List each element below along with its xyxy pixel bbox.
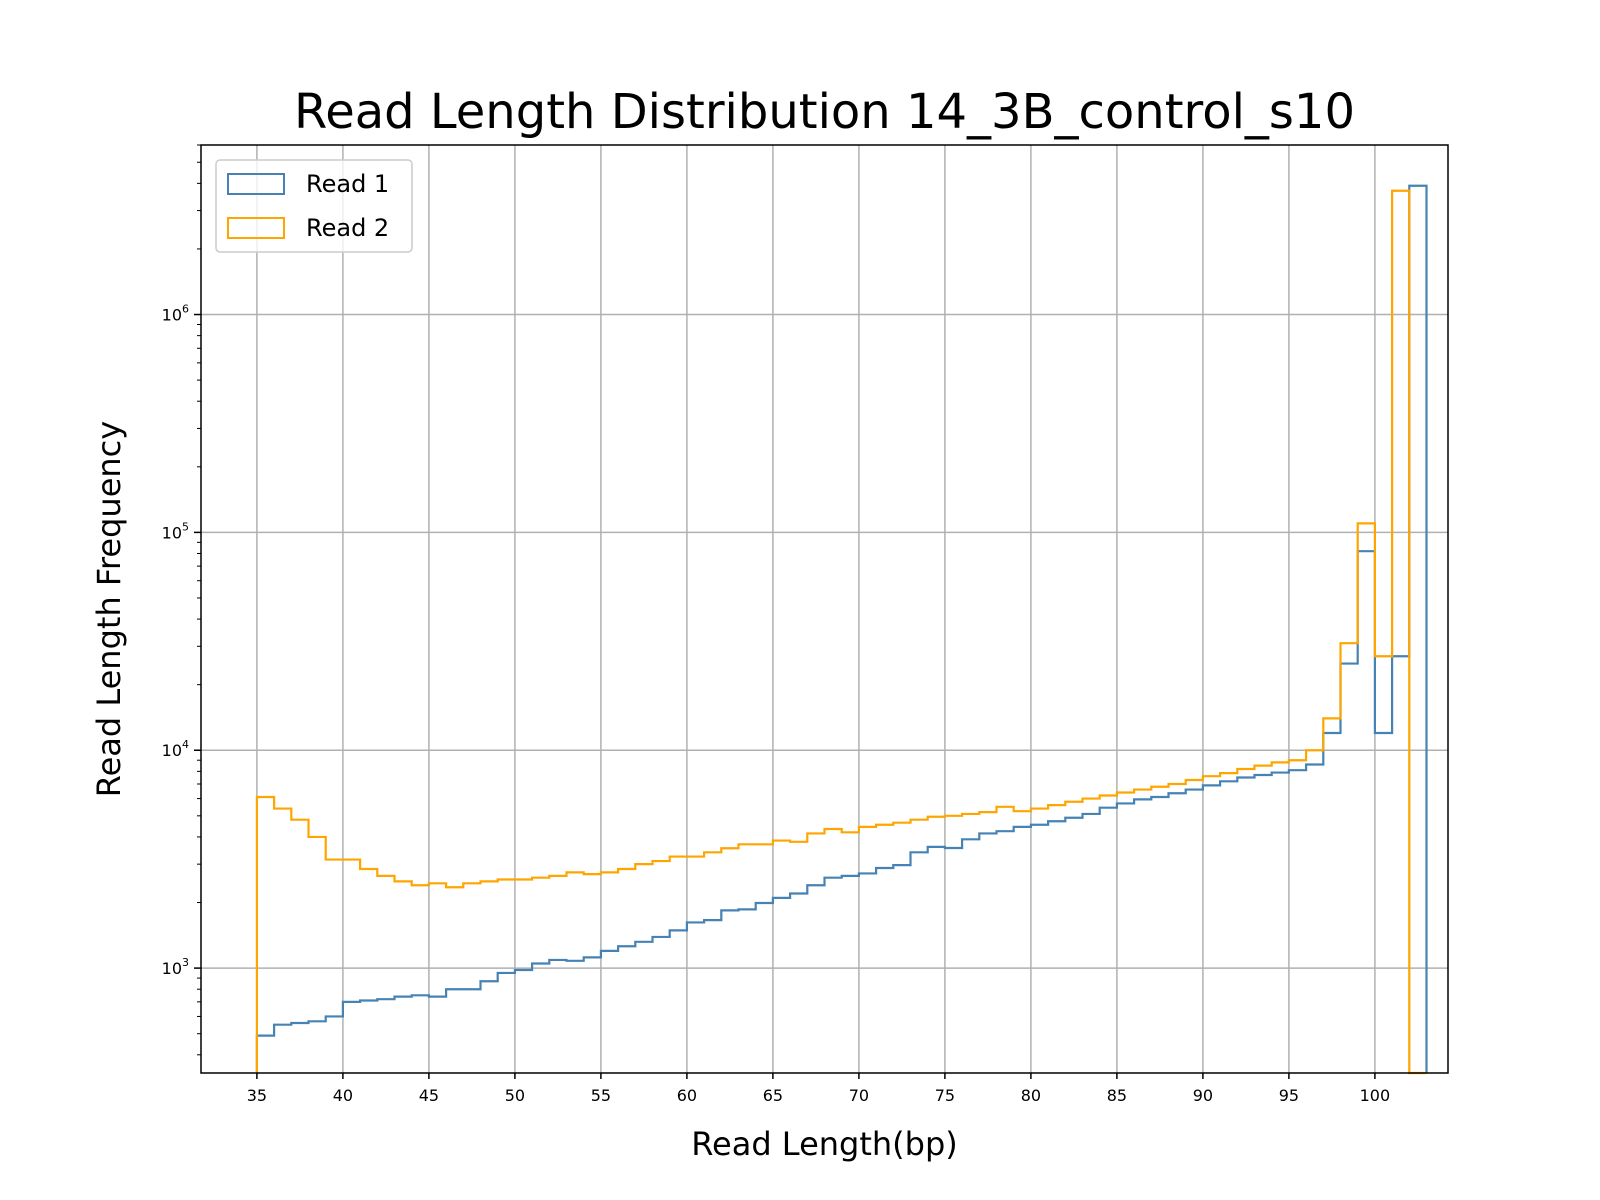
x-tick-label: 35 — [247, 1086, 267, 1105]
x-tick-label: 60 — [677, 1086, 697, 1105]
y-tick-label: 106 — [162, 303, 189, 325]
x-axis-ticks: 35 40 45 50 55 60 65 70 75 80 85 90 95 100 — [247, 1073, 1390, 1105]
series-line-read-1 — [255, 184, 1428, 1073]
y-axis-ticks: 103 104 105 106 — [162, 144, 201, 1056]
plot-frame — [200, 144, 1449, 1074]
legend-swatch-read-1 — [227, 173, 285, 195]
legend: Read 1 Read 2 — [215, 159, 413, 253]
legend-label-read-2: Read 2 — [306, 214, 389, 242]
grid — [201, 145, 1448, 1073]
x-tick-label: 95 — [1279, 1086, 1299, 1105]
x-tick-label: 40 — [333, 1086, 353, 1105]
legend-label-read-1: Read 1 — [306, 170, 389, 198]
x-axis-label: Read Length(bp) — [691, 1125, 958, 1163]
x-tick-label: 45 — [419, 1086, 439, 1105]
legend-box — [215, 159, 413, 253]
chart-title: Read Length Distribution 14_3B_control_s… — [294, 84, 1355, 140]
x-tick-label: 100 — [1360, 1086, 1391, 1105]
x-tick-label: 55 — [591, 1086, 611, 1105]
x-tick-label: 85 — [1107, 1086, 1127, 1105]
series-layer — [255, 184, 1428, 1075]
y-tick-label: 105 — [162, 520, 189, 542]
x-tick-label: 65 — [763, 1086, 783, 1105]
x-tick-label: 80 — [1021, 1086, 1041, 1105]
x-tick-label: 50 — [505, 1086, 525, 1105]
series-line-read-2 — [255, 189, 1427, 1075]
y-tick-label: 104 — [162, 738, 189, 760]
x-tick-label: 70 — [849, 1086, 869, 1105]
y-axis-label: Read Length Frequency — [90, 421, 128, 797]
x-tick-label: 90 — [1193, 1086, 1213, 1105]
y-tick-label: 103 — [162, 956, 189, 978]
x-tick-label: 75 — [935, 1086, 955, 1105]
legend-swatch-read-2 — [227, 217, 285, 239]
